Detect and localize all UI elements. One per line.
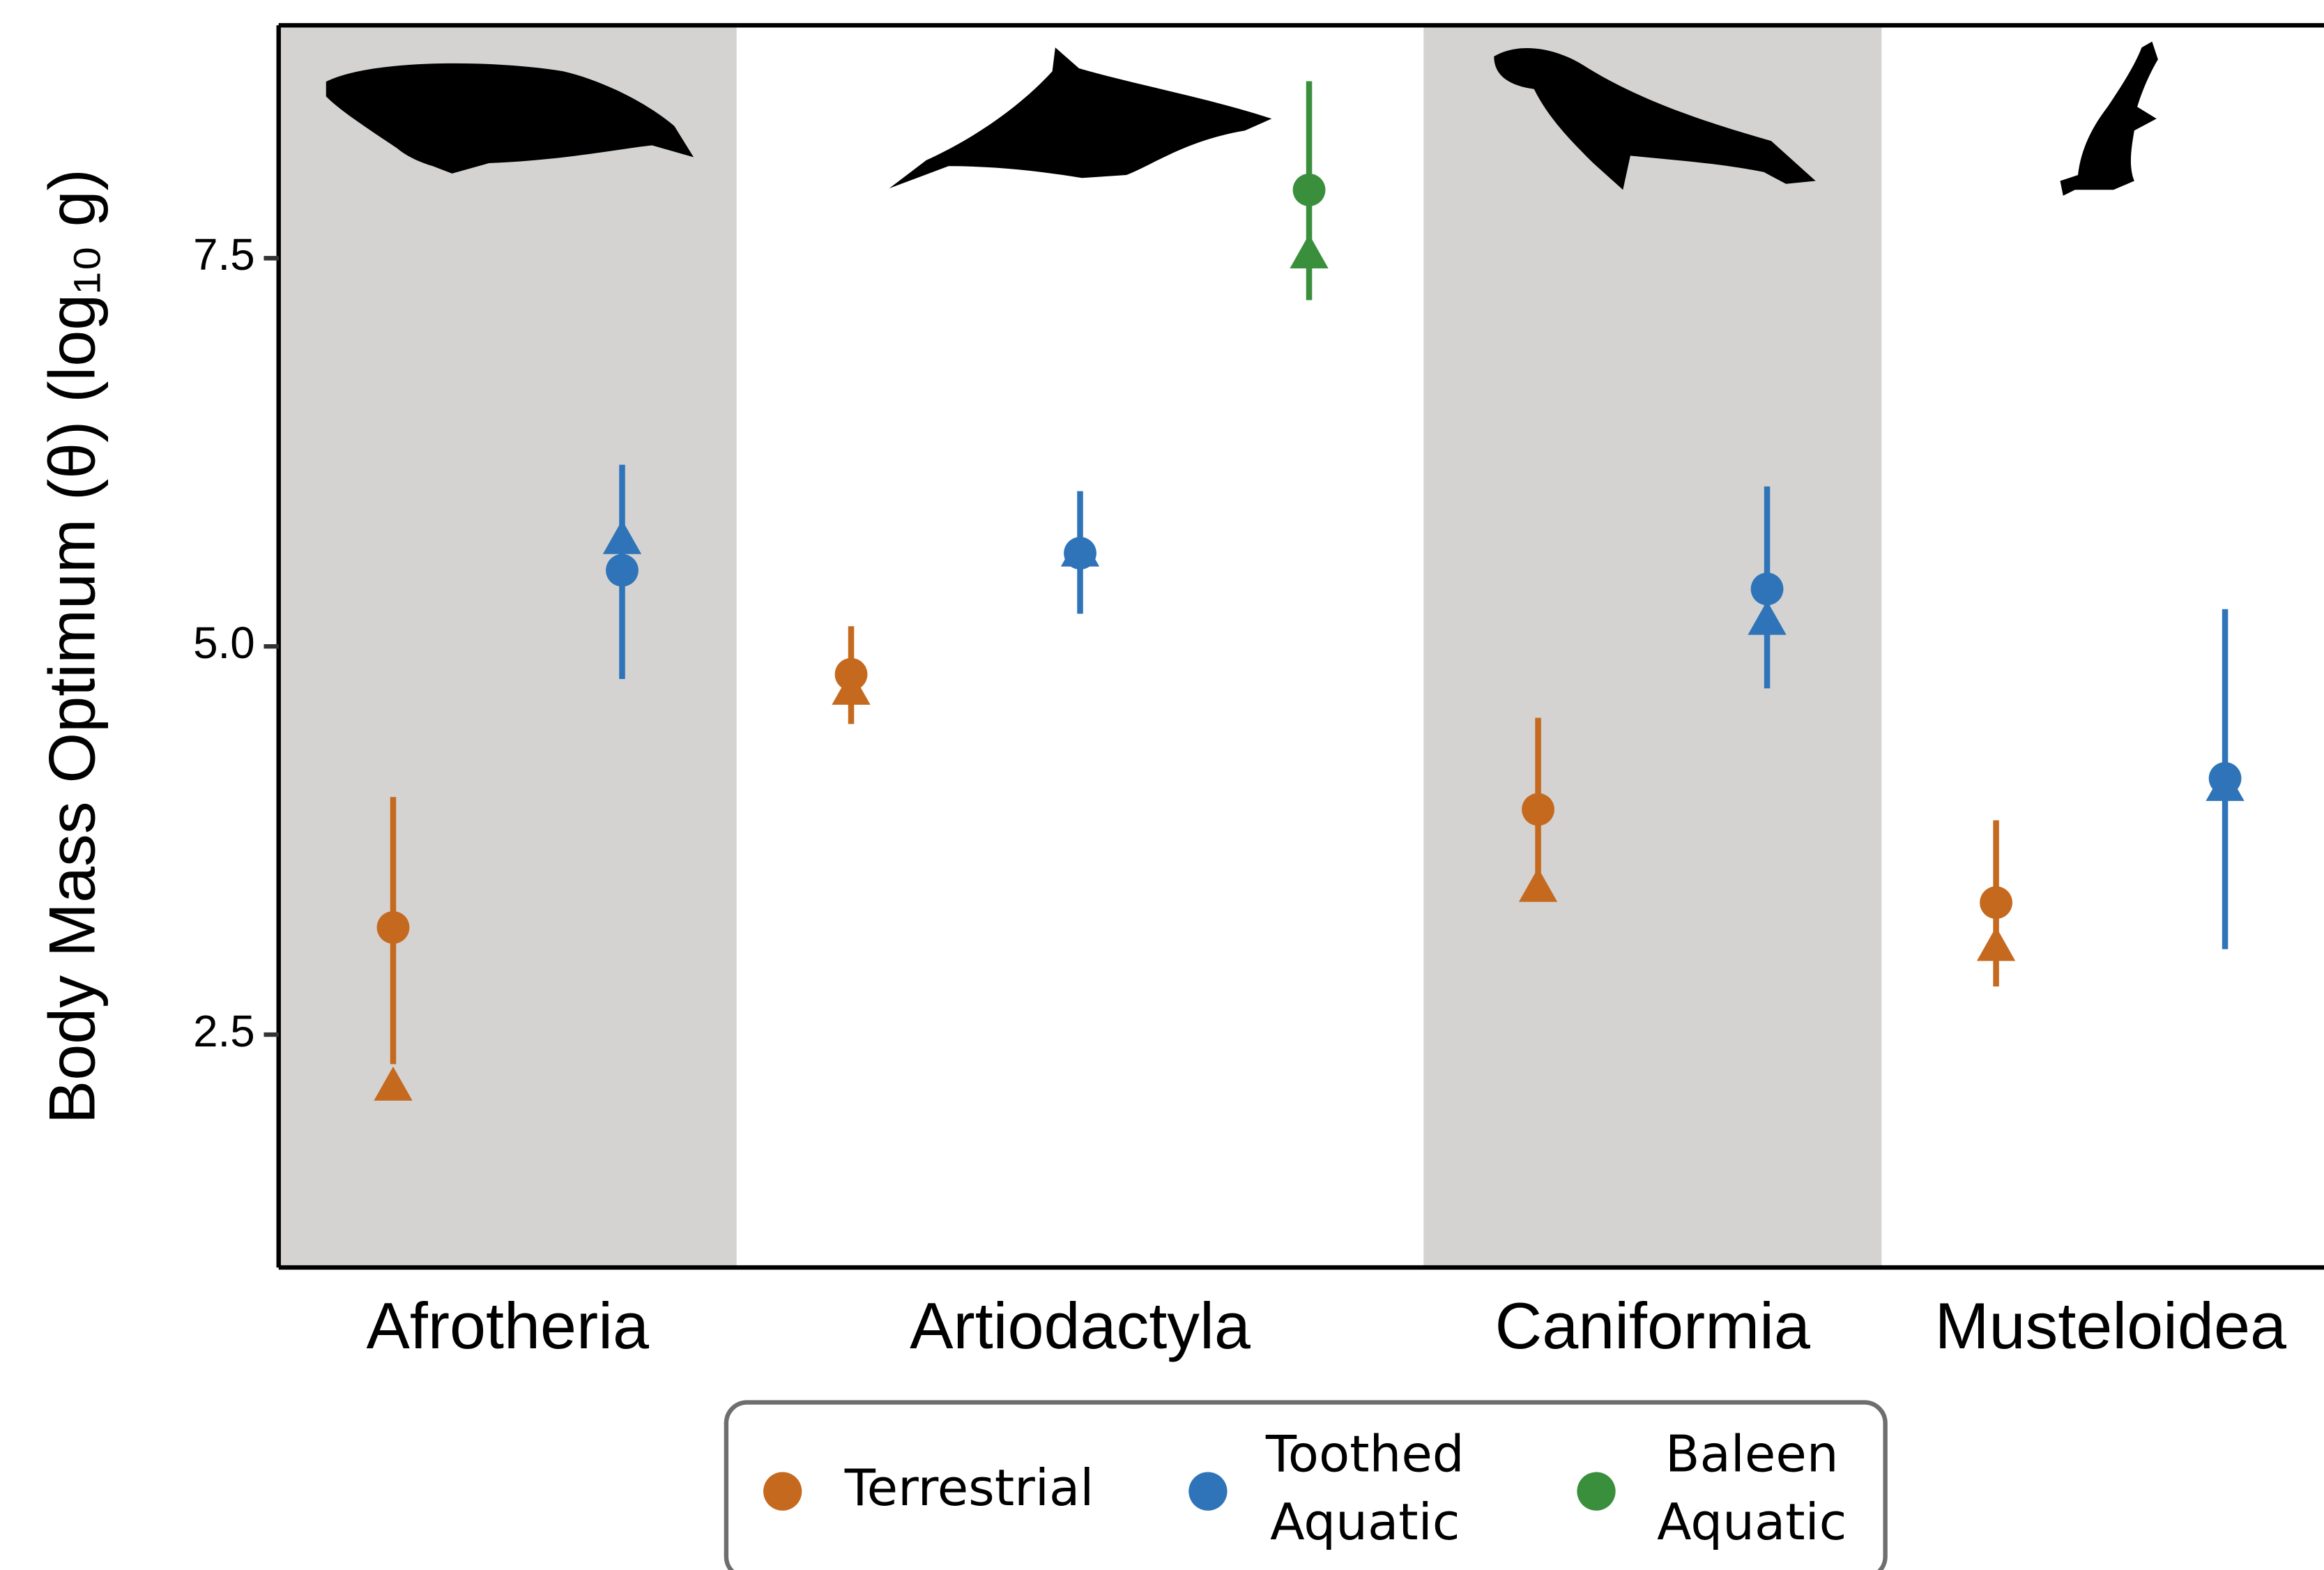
x-tick-label: Caniformia xyxy=(1495,1289,1811,1362)
ferret-silhouette xyxy=(2061,42,2158,196)
y-tick-label: 7.5 xyxy=(193,229,255,280)
legend-label: Terrestrial xyxy=(844,1459,1094,1518)
chart: Body Mass Optimum (θ) (log₁₀ g) 7.5 5.0 2.… xyxy=(0,0,2324,1570)
y-tick-label: 5.0 xyxy=(193,618,255,668)
y-axis-title: Body Mass Optimum (θ) (log₁₀ g) xyxy=(35,169,108,1124)
legend-marker xyxy=(1577,1472,1615,1511)
legend-marker xyxy=(1188,1472,1227,1511)
circle-point xyxy=(1980,886,2012,919)
group-band xyxy=(279,25,737,1267)
x-tick-label: Musteloidea xyxy=(1935,1289,2287,1362)
circle-point xyxy=(377,911,410,944)
circle-point xyxy=(1064,537,1096,570)
triangle-point xyxy=(1977,927,2015,961)
page: {"chart_data": { "type": "pointrange", "… xyxy=(0,0,2324,1570)
group-band xyxy=(1423,25,1881,1267)
x-tick-label: Artiodactyla xyxy=(910,1289,1251,1362)
circle-point xyxy=(1522,793,1554,826)
circle-point xyxy=(1293,174,1326,206)
bands xyxy=(279,25,1882,1267)
y-tick-label: 2.5 xyxy=(193,1006,255,1056)
legend-marker xyxy=(763,1472,802,1511)
circle-point xyxy=(606,554,639,587)
dolphin-silhouette xyxy=(889,47,1272,188)
circle-point xyxy=(2209,762,2242,795)
circle-point xyxy=(835,658,868,691)
triangle-point xyxy=(1290,234,1328,268)
circle-point xyxy=(1751,572,1784,605)
x-tick-label: Afrotheria xyxy=(366,1289,650,1362)
